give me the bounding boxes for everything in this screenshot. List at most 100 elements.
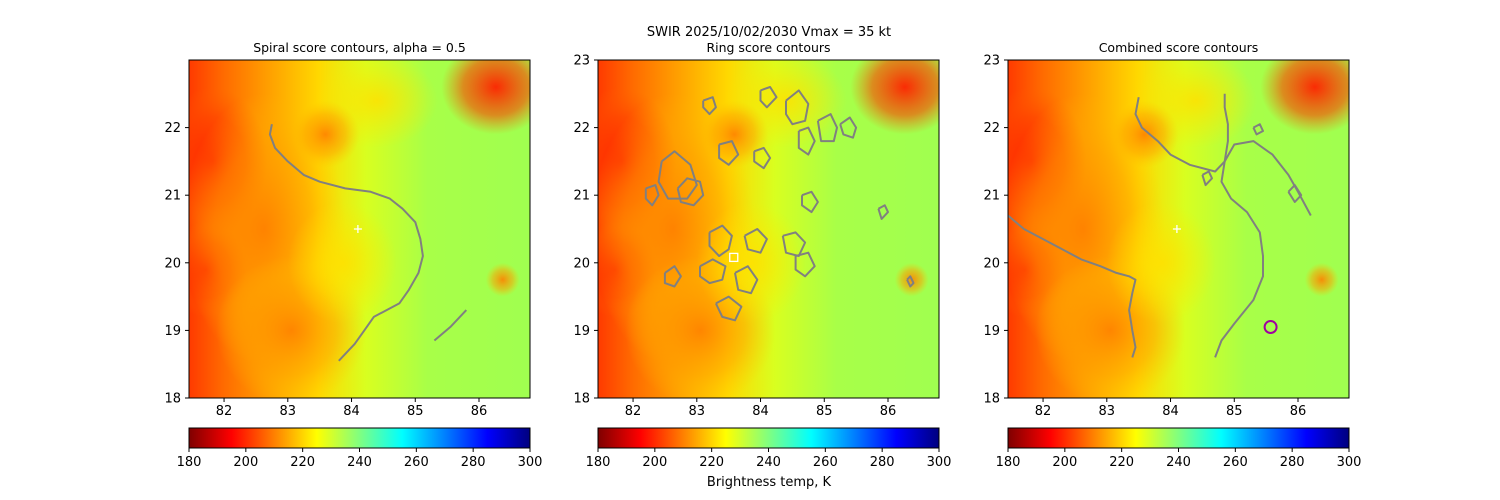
colorbar-tick-label: 260 [404, 455, 429, 470]
y-tick-label: 20 [164, 256, 181, 271]
axes-frame [597, 59, 940, 399]
score-contour [663, 265, 682, 288]
score-contour [785, 89, 810, 126]
heatmap-cell-cluster [441, 60, 530, 135]
score-contour [753, 146, 772, 170]
y-tick-label: 22 [164, 121, 181, 136]
center-plus-marker [353, 225, 362, 233]
score-contour [1214, 140, 1312, 358]
x-tick-label: 84 [752, 404, 769, 419]
colorbar-tick-label: 200 [1052, 455, 1077, 470]
colorbar-ring: 180 200 220 240 260 280 300 [586, 427, 952, 470]
score-contour [734, 265, 759, 295]
heatmap-cell-cluster [291, 100, 360, 169]
y-tick-label: 23 [983, 54, 1000, 69]
y-tick-label: 22 [573, 121, 590, 136]
colorbar-label: Brightness temp, K [707, 475, 832, 490]
y-tick-label: 18 [983, 392, 1000, 407]
colorbar-tick-label: 280 [870, 455, 895, 470]
score-contour [906, 275, 915, 288]
score-contour [433, 309, 468, 342]
y-tick-label: 20 [573, 256, 590, 271]
x-tick-label: 86 [1290, 404, 1307, 419]
score-contour [839, 116, 858, 139]
score-contour [702, 96, 717, 116]
colorbar-tick-label: 240 [756, 455, 781, 470]
colorbar-tick-label: 180 [586, 455, 611, 470]
brightness-temperature-image [189, 60, 530, 398]
brightness-temperature-image [1008, 60, 1349, 398]
colorbar-tick-label: 200 [233, 455, 258, 470]
score-contour [797, 126, 816, 156]
target-circle-marker [1263, 320, 1278, 335]
y-tick-label: 21 [164, 189, 181, 204]
heatmap-cell-cluster [696, 201, 807, 324]
y-tick-label: 23 [573, 54, 590, 69]
colorbar-tick-label: 180 [177, 455, 202, 470]
y-tick-label: 19 [983, 324, 1000, 339]
heatmap-cell-cluster [1304, 262, 1339, 297]
score-contour [268, 124, 424, 362]
colorbar-tick-label: 260 [813, 455, 838, 470]
colorbar-tick-label: 280 [1280, 455, 1305, 470]
panel-title: Combined score contours [1099, 40, 1259, 55]
colorbar-tick-label: 220 [699, 455, 724, 470]
colorbar-tick-label: 300 [927, 455, 952, 470]
y-tick-label: 21 [983, 189, 1000, 204]
colorbar-combined: 180 200 220 240 260 280 300 [996, 427, 1361, 470]
colorbar-tick-label: 180 [996, 455, 1021, 470]
y-tick-label: 19 [164, 324, 181, 339]
y-tick-label: 19 [573, 324, 590, 339]
heatmap-cell-cluster [287, 201, 398, 324]
score-contour [759, 86, 778, 109]
score-contour [794, 251, 816, 278]
score-contour [708, 224, 733, 257]
x-tick-label: 82 [216, 404, 233, 419]
score-contour [714, 295, 743, 322]
score-contour [743, 228, 768, 254]
colorbar-tick-label: 300 [518, 455, 543, 470]
score-contour [781, 231, 807, 257]
score-contour [801, 190, 819, 214]
colorbar-tick-label: 280 [461, 455, 486, 470]
panel-ring: Ring score contours 82 83 84 85 86 18 19 20 21 22 2… [573, 40, 940, 419]
score-contour [644, 184, 660, 207]
colorbar-tick-label: 240 [347, 455, 372, 470]
colorbar-gradient [1007, 427, 1350, 449]
score-contour [1134, 93, 1229, 173]
panel-title: Ring score contours [706, 40, 830, 55]
score-contour [816, 113, 838, 143]
brightness-temperature-image [598, 60, 939, 398]
score-contour [676, 177, 705, 207]
score-contour [1287, 184, 1303, 203]
colorbar-tick-label: 260 [1223, 455, 1248, 470]
center-square-marker [729, 252, 739, 263]
x-tick-label: 85 [407, 404, 424, 419]
colorbar-gradient [188, 427, 531, 449]
panel-combined: Combined score contours 82 83 84 85 86 18 19 20 2… [983, 40, 1350, 419]
y-tick-label: 18 [164, 392, 181, 407]
x-tick-label: 86 [880, 404, 897, 419]
panel-spiral: Spiral score contours, alpha = 0.5 82 83 84… [164, 40, 531, 419]
x-tick-label: 86 [471, 404, 488, 419]
score-contour [1201, 170, 1213, 187]
colorbar-tick-label: 220 [290, 455, 315, 470]
x-tick-label: 82 [1035, 404, 1052, 419]
x-tick-label: 85 [816, 404, 833, 419]
x-tick-label: 83 [689, 404, 706, 419]
y-tick-label: 21 [573, 189, 590, 204]
x-tick-label: 82 [625, 404, 642, 419]
colorbar-tick-label: 200 [642, 455, 667, 470]
score-contour [657, 150, 698, 200]
heatmap-cell-cluster [850, 60, 939, 135]
panel-title: Spiral score contours, alpha = 0.5 [253, 40, 466, 55]
heatmap-cell-cluster [1260, 60, 1349, 135]
x-tick-label: 83 [280, 404, 297, 419]
score-contour [718, 140, 740, 166]
score-contour [699, 258, 727, 285]
x-tick-label: 84 [1162, 404, 1179, 419]
heatmap-cell-cluster [700, 100, 769, 169]
y-tick-label: 18 [573, 392, 590, 407]
x-tick-label: 84 [343, 404, 360, 419]
